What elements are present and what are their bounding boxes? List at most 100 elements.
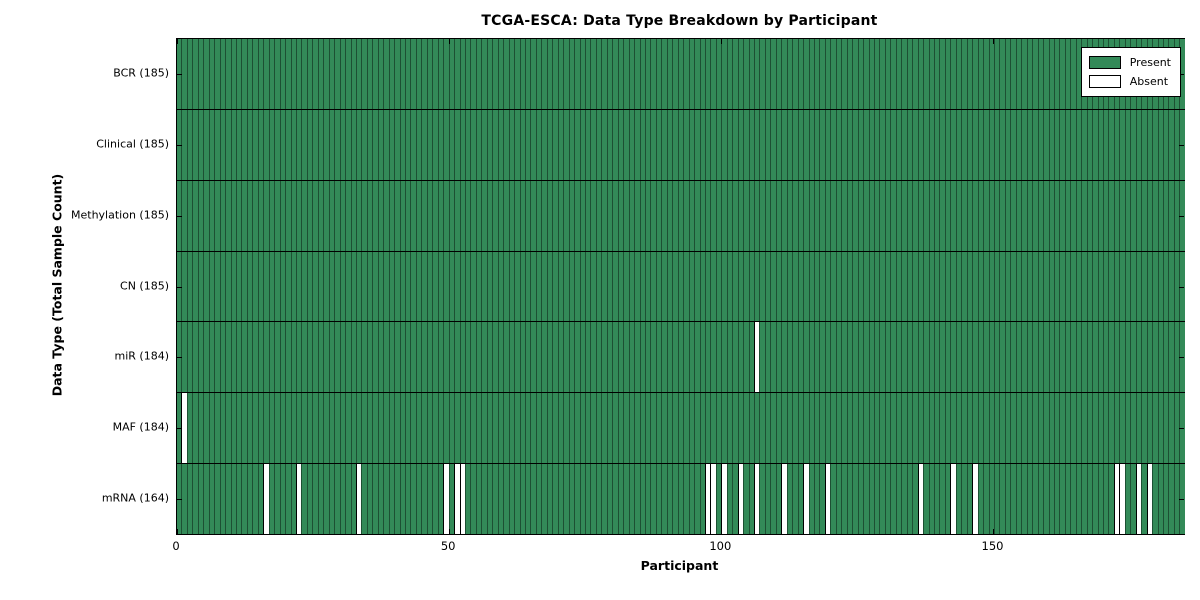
present-cell — [465, 393, 471, 464]
present-cell — [688, 109, 695, 180]
present-cell — [1048, 39, 1054, 109]
present-cell — [230, 251, 236, 322]
present-cell — [1032, 464, 1038, 535]
present-cell — [372, 39, 378, 109]
present-cell — [617, 39, 624, 109]
present-cell — [405, 251, 411, 322]
present-cell — [443, 322, 449, 393]
present-cell — [541, 251, 547, 322]
present-cell — [868, 322, 874, 393]
present-cell — [944, 393, 951, 464]
present-cell — [770, 109, 776, 180]
present-cell — [279, 322, 286, 393]
present-cell — [852, 180, 858, 251]
present-cell — [1010, 322, 1016, 393]
present-cell — [345, 393, 351, 464]
present-cell — [912, 109, 918, 180]
present-cell — [988, 180, 994, 251]
y-tick-mark — [177, 74, 182, 76]
present-cell — [759, 180, 765, 251]
heatmap-grid — [177, 39, 1185, 535]
present-cell — [568, 109, 575, 180]
legend-item-absent: Absent — [1088, 72, 1171, 91]
present-cell — [225, 393, 231, 464]
present-cell — [710, 180, 716, 251]
present-cell — [497, 393, 504, 464]
present-cell — [694, 39, 700, 109]
present-cell — [492, 180, 498, 251]
present-cell — [988, 322, 994, 393]
present-cell — [694, 109, 700, 180]
present-cell — [999, 180, 1005, 251]
present-cell — [874, 251, 880, 322]
present-cell — [906, 109, 913, 180]
present-cell — [590, 251, 596, 322]
present-cell — [285, 251, 291, 322]
present-cell — [944, 39, 951, 109]
present-cell — [950, 393, 956, 464]
present-cell — [230, 464, 236, 535]
present-cell — [486, 464, 493, 535]
present-cell — [672, 39, 678, 109]
present-cell — [961, 39, 967, 109]
present-cell — [388, 39, 395, 109]
present-cell — [917, 322, 924, 393]
present-cell — [874, 464, 880, 535]
present-cell — [1173, 393, 1180, 464]
present-cell — [1015, 39, 1022, 109]
present-cell — [388, 180, 395, 251]
present-cell — [846, 251, 853, 322]
present-cell — [1130, 251, 1136, 322]
present-cell — [415, 464, 422, 535]
present-cell — [432, 464, 438, 535]
present-cell — [906, 180, 913, 251]
present-cell — [328, 322, 335, 393]
present-cell — [552, 251, 558, 322]
present-cell — [1103, 393, 1109, 464]
present-cell — [1097, 251, 1104, 322]
present-cell — [579, 251, 585, 322]
present-cell — [644, 322, 651, 393]
present-cell — [568, 322, 575, 393]
present-cell — [508, 180, 515, 251]
present-cell — [410, 39, 416, 109]
present-cell — [1081, 464, 1087, 535]
present-cell — [1059, 109, 1065, 180]
present-cell — [917, 180, 924, 251]
present-cell — [732, 109, 738, 180]
present-cell — [214, 39, 220, 109]
present-cell — [1021, 109, 1027, 180]
present-cell — [399, 180, 406, 251]
present-cell — [1141, 251, 1147, 322]
present-cell — [530, 464, 536, 535]
present-cell — [770, 464, 776, 535]
present-cell — [557, 464, 564, 535]
present-cell — [726, 251, 733, 322]
present-cell — [552, 109, 558, 180]
present-cell — [268, 180, 275, 251]
present-cell — [879, 180, 885, 251]
present-cell — [285, 39, 291, 109]
present-cell — [955, 393, 962, 464]
present-cell — [863, 109, 869, 180]
present-cell — [737, 251, 744, 322]
present-cell — [743, 322, 749, 393]
present-cell — [225, 39, 231, 109]
present-cell — [1032, 39, 1038, 109]
present-cell — [852, 251, 858, 322]
present-cell — [775, 180, 782, 251]
present-cell — [683, 39, 689, 109]
present-cell — [688, 464, 695, 535]
present-cell — [1130, 322, 1136, 393]
present-cell — [786, 251, 793, 322]
present-cell — [950, 180, 956, 251]
present-cell — [704, 109, 711, 180]
present-cell — [672, 180, 678, 251]
present-cell — [721, 322, 727, 393]
y-tick-label-Methylation: Methylation (185) — [71, 208, 169, 222]
present-cell — [366, 39, 373, 109]
present-cell — [868, 464, 874, 535]
present-cell — [1157, 180, 1164, 251]
present-cell — [715, 109, 722, 180]
